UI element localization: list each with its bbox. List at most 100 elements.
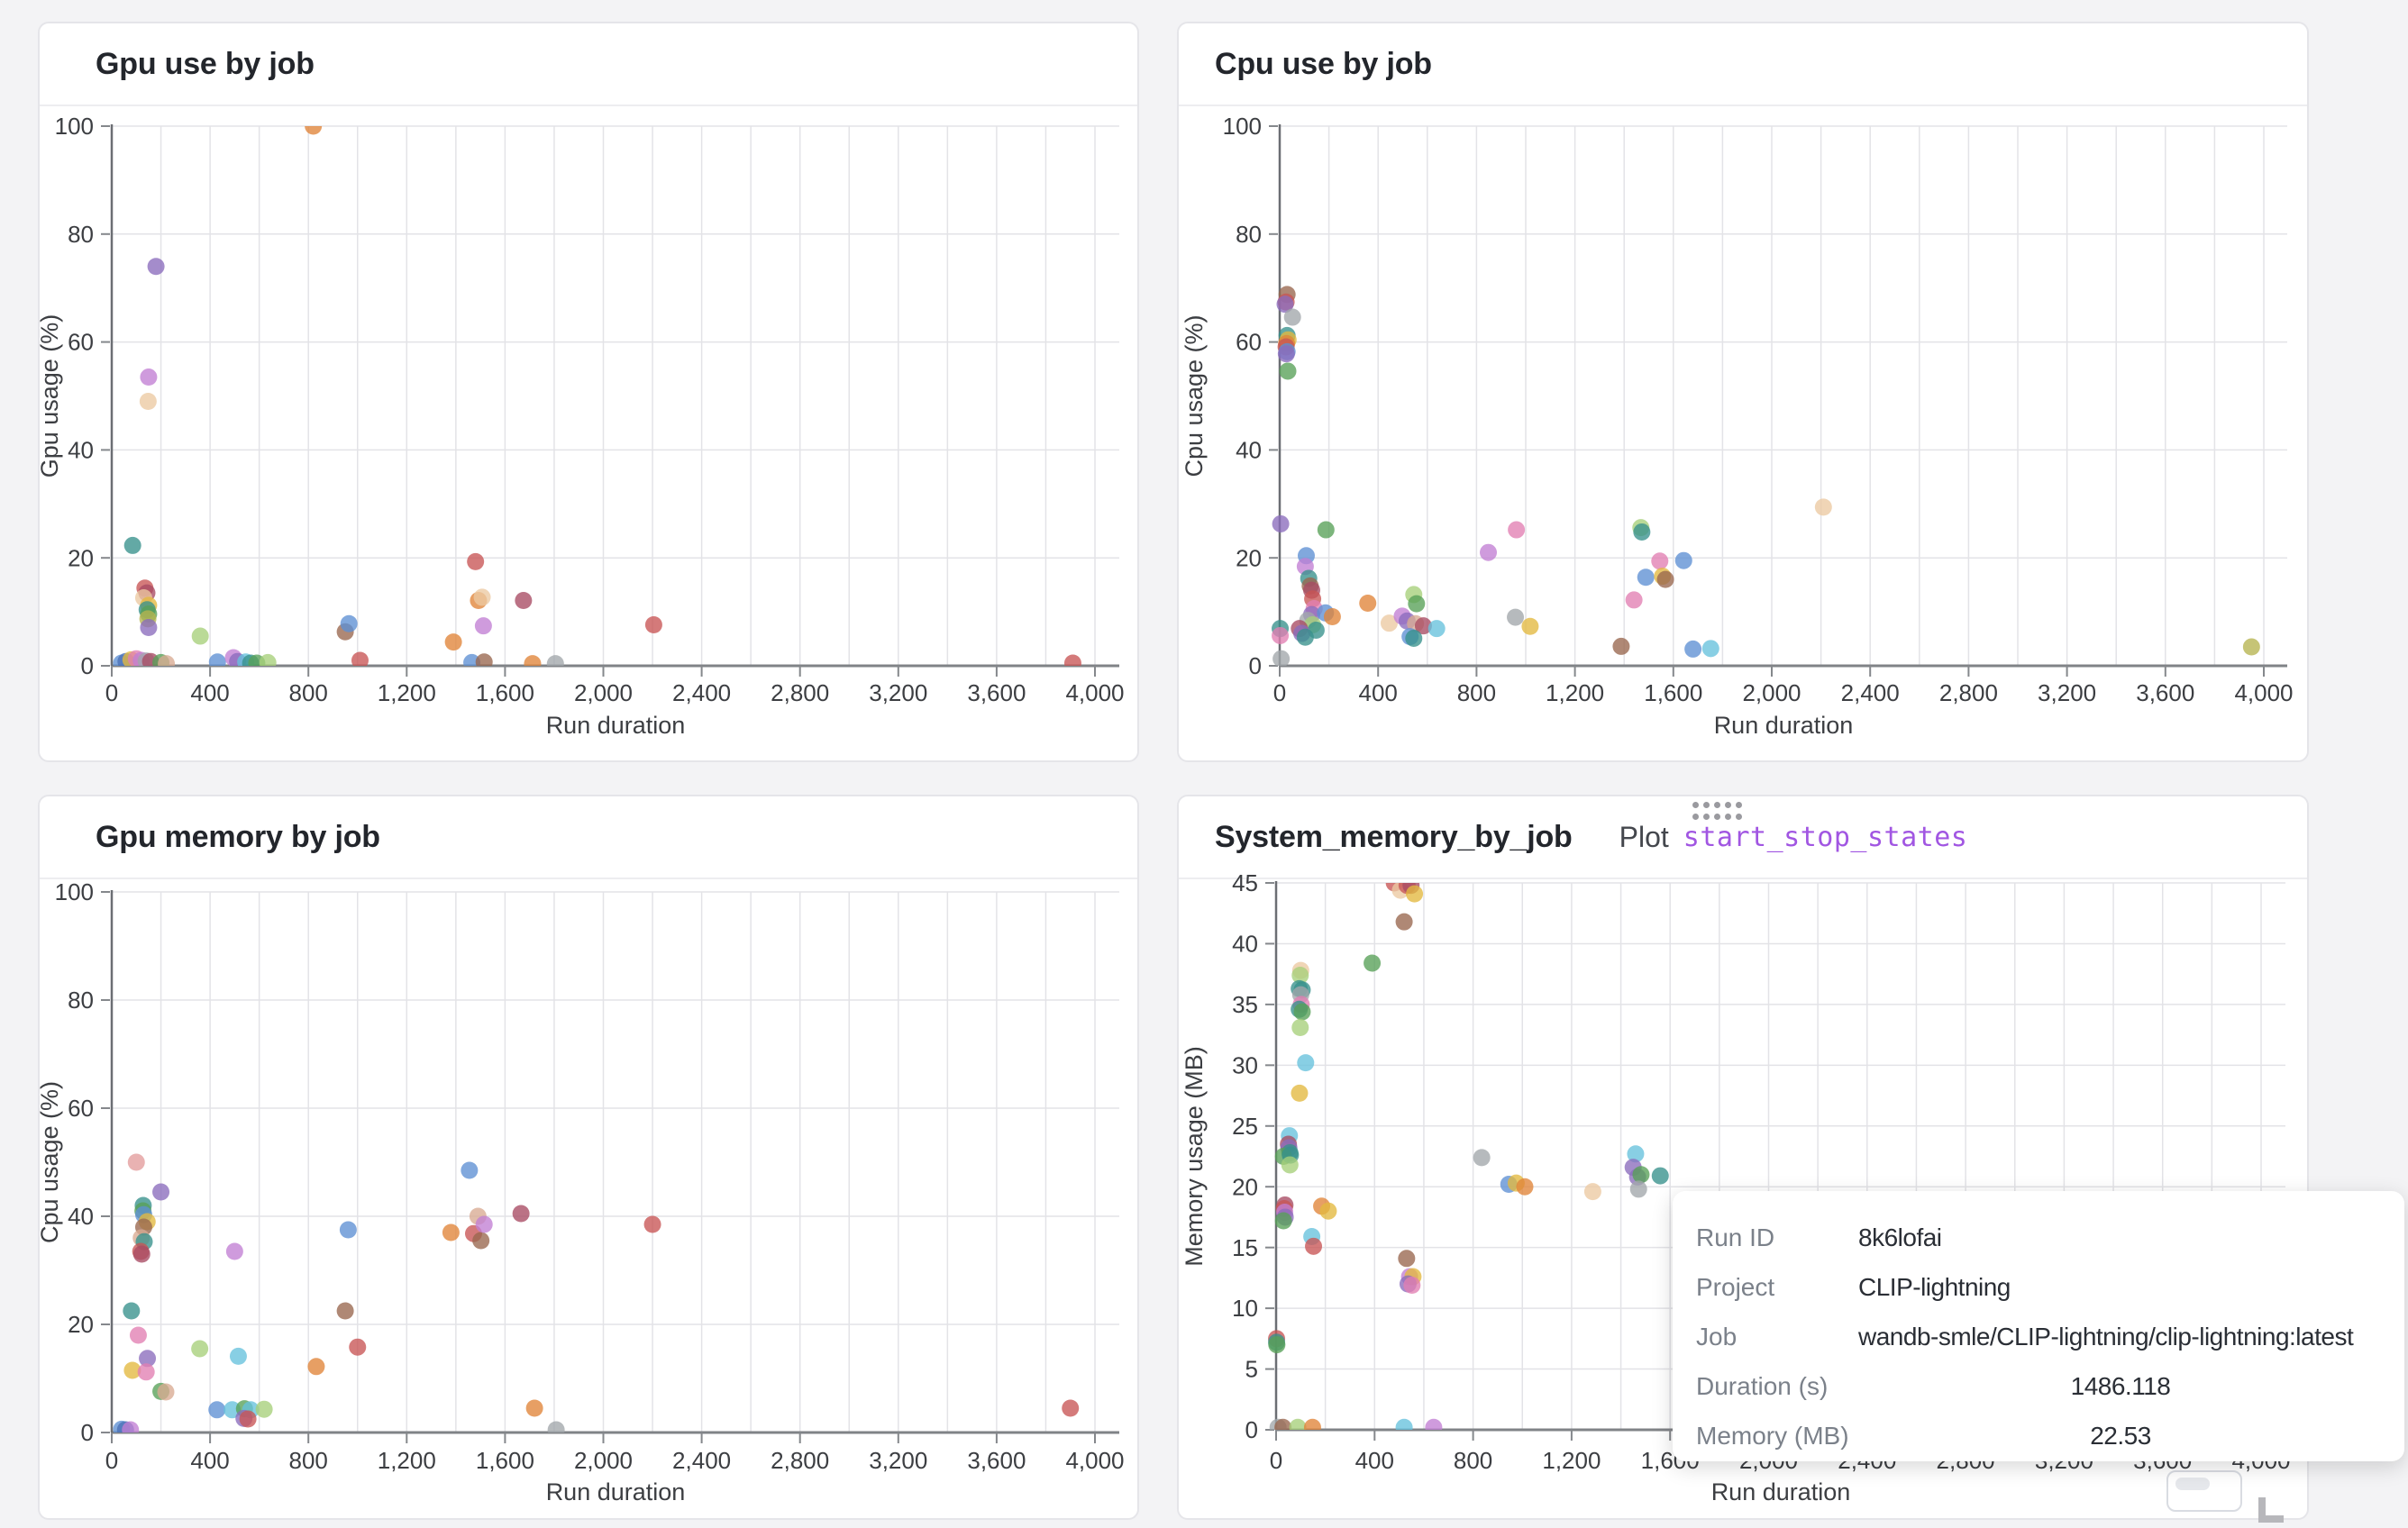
svg-text:2,800: 2,800: [771, 1447, 829, 1474]
svg-text:0: 0: [1270, 1447, 1282, 1474]
svg-text:1,200: 1,200: [1546, 679, 1604, 706]
svg-text:800: 800: [289, 1447, 328, 1474]
svg-text:1,600: 1,600: [476, 679, 534, 706]
tooltip-value: 1486.118: [2070, 1371, 2171, 1400]
run-tooltip: Run ID 8k6lofai Project CLIP-lightning J…: [1673, 1191, 2404, 1461]
svg-text:2,800: 2,800: [771, 679, 829, 706]
svg-text:45: 45: [1232, 869, 1258, 896]
svg-text:2,800: 2,800: [1939, 679, 1998, 706]
svg-text:800: 800: [1457, 679, 1496, 706]
svg-text:4,000: 4,000: [1065, 1447, 1124, 1474]
svg-text:400: 400: [190, 1447, 229, 1474]
tooltip-value: 8k6lofai: [1858, 1223, 1942, 1251]
svg-text:2,000: 2,000: [1742, 679, 1801, 706]
svg-text:5: 5: [1245, 1356, 1258, 1383]
svg-text:4,000: 4,000: [1065, 679, 1124, 706]
tooltip-value: wandb-smle/CLIP-lightning/clip-lightning…: [1858, 1322, 2354, 1351]
system-memory-scatter-chart[interactable]: 05101520253035404504008001,2001,6002,000…: [1179, 796, 2311, 1522]
gpu-memory-scatter-chart[interactable]: 0 20 40 60 80 100 0 400 800 1,200 1,600 2,000 2,400 2…: [40, 796, 1141, 1522]
svg-text:40: 40: [1232, 931, 1258, 958]
tooltip-label: Job: [1696, 1322, 1738, 1351]
tooltip-row: Run ID 8k6lofai: [1696, 1213, 2383, 1262]
svg-text:20: 20: [1236, 544, 1262, 571]
svg-text:0: 0: [81, 1419, 94, 1446]
svg-text:10: 10: [1232, 1295, 1258, 1322]
svg-text:35: 35: [1232, 991, 1258, 1018]
svg-text:Cpu usage (%): Cpu usage (%): [40, 1081, 63, 1243]
panel-title: System_memory_by_job: [1215, 819, 1573, 854]
tooltip-label: Memory (MB): [1696, 1421, 1849, 1450]
svg-text:400: 400: [190, 679, 229, 706]
svg-text:3,200: 3,200: [869, 1447, 927, 1474]
panel-header: Gpu memory by job: [40, 796, 1137, 879]
svg-text:3,600: 3,600: [967, 679, 1026, 706]
svg-text:Memory usage (MB): Memory usage (MB): [1181, 1046, 1208, 1267]
svg-text:100: 100: [1223, 113, 1262, 140]
svg-text:100: 100: [55, 878, 94, 905]
svg-text:2,000: 2,000: [574, 679, 633, 706]
cpu-use-scatter-chart[interactable]: 0 20 40 60 80 100 0 400 800 1,200 1,600 2,000 2,400 2…: [1179, 23, 2311, 764]
tooltip-row: Memory (MB) 22.53: [1696, 1411, 2383, 1460]
svg-text:1,600: 1,600: [476, 1447, 534, 1474]
tooltip-row: Duration (s) 1486.118: [1696, 1361, 2383, 1411]
panel-resize-handle-icon[interactable]: [2258, 1497, 2284, 1523]
svg-text:1,200: 1,200: [1542, 1447, 1601, 1474]
svg-text:20: 20: [1232, 1173, 1258, 1200]
svg-text:0: 0: [81, 652, 94, 679]
plot-label: Plot: [1619, 820, 1669, 853]
svg-text:60: 60: [68, 329, 94, 356]
panel-cpu-use-by-job: Cpu use by job 0 20 40 60 80 100 0 400 800 1,200 1…: [1177, 22, 2309, 762]
svg-text:Run duration: Run duration: [1711, 1478, 1851, 1505]
svg-text:80: 80: [1236, 221, 1262, 248]
svg-text:1,200: 1,200: [378, 1447, 436, 1474]
svg-text:3,200: 3,200: [869, 679, 927, 706]
tooltip-label: Run ID: [1696, 1223, 1775, 1251]
plot-key-link[interactable]: start_stop_states: [1683, 821, 1968, 853]
svg-text:Run duration: Run duration: [546, 712, 686, 739]
scrollbar-thumb[interactable]: [2175, 1478, 2210, 1490]
panel-title: Cpu use by job: [1215, 46, 1432, 81]
svg-text:80: 80: [68, 987, 94, 1014]
panel-mini-scrollbar[interactable]: [2166, 1470, 2242, 1512]
tooltip-value: CLIP-lightning: [1858, 1272, 2011, 1301]
svg-text:2,000: 2,000: [574, 1447, 633, 1474]
panel-header: System_memory_by_job Plot start_stop_sta…: [1179, 796, 2307, 879]
panel-drag-handle-icon[interactable]: [1692, 802, 1742, 820]
svg-text:20: 20: [68, 544, 94, 571]
svg-text:400: 400: [1359, 679, 1398, 706]
gpu-use-scatter-chart[interactable]: 0 20 40 60 80 100 0 400 800 1,200 1,600 2,000 2,400 2…: [40, 23, 1141, 764]
svg-text:0: 0: [1245, 1416, 1258, 1443]
svg-text:60: 60: [1236, 329, 1262, 356]
panel-title: Gpu memory by job: [96, 819, 380, 854]
svg-text:4,000: 4,000: [2234, 679, 2293, 706]
svg-text:40: 40: [1236, 437, 1262, 464]
svg-text:0: 0: [105, 679, 118, 706]
panel-title: Gpu use by job: [96, 46, 315, 81]
svg-text:0: 0: [1273, 679, 1286, 706]
tooltip-value: 22.53: [2090, 1421, 2151, 1450]
svg-text:800: 800: [289, 679, 328, 706]
svg-text:Run duration: Run duration: [1714, 712, 1854, 739]
tooltip-row: Job wandb-smle/CLIP-lightning/clip-light…: [1696, 1312, 2383, 1361]
svg-text:25: 25: [1232, 1113, 1258, 1140]
svg-text:40: 40: [68, 437, 94, 464]
svg-text:3,200: 3,200: [2038, 679, 2096, 706]
panel-header: Cpu use by job: [1179, 23, 2307, 106]
svg-text:2,400: 2,400: [672, 1447, 731, 1474]
svg-text:100: 100: [55, 113, 94, 140]
tooltip-label: Duration (s): [1696, 1371, 1829, 1400]
svg-text:0: 0: [105, 1447, 118, 1474]
svg-text:3,600: 3,600: [2136, 679, 2194, 706]
svg-text:20: 20: [68, 1311, 94, 1338]
svg-text:400: 400: [1355, 1447, 1394, 1474]
tooltip-row: Project CLIP-lightning: [1696, 1262, 2383, 1312]
svg-text:Cpu usage (%): Cpu usage (%): [1181, 314, 1208, 477]
svg-text:Run duration: Run duration: [546, 1478, 686, 1505]
panel-gpu-memory-by-job: Gpu memory by job 0 20 40 60 80 100 0 400 800 1,2…: [38, 795, 1139, 1520]
svg-text:80: 80: [68, 221, 94, 248]
tooltip-label: Project: [1696, 1272, 1775, 1301]
svg-text:1,200: 1,200: [378, 679, 436, 706]
panel-header: Gpu use by job: [40, 23, 1137, 106]
svg-text:800: 800: [1454, 1447, 1492, 1474]
svg-text:3,600: 3,600: [967, 1447, 1026, 1474]
